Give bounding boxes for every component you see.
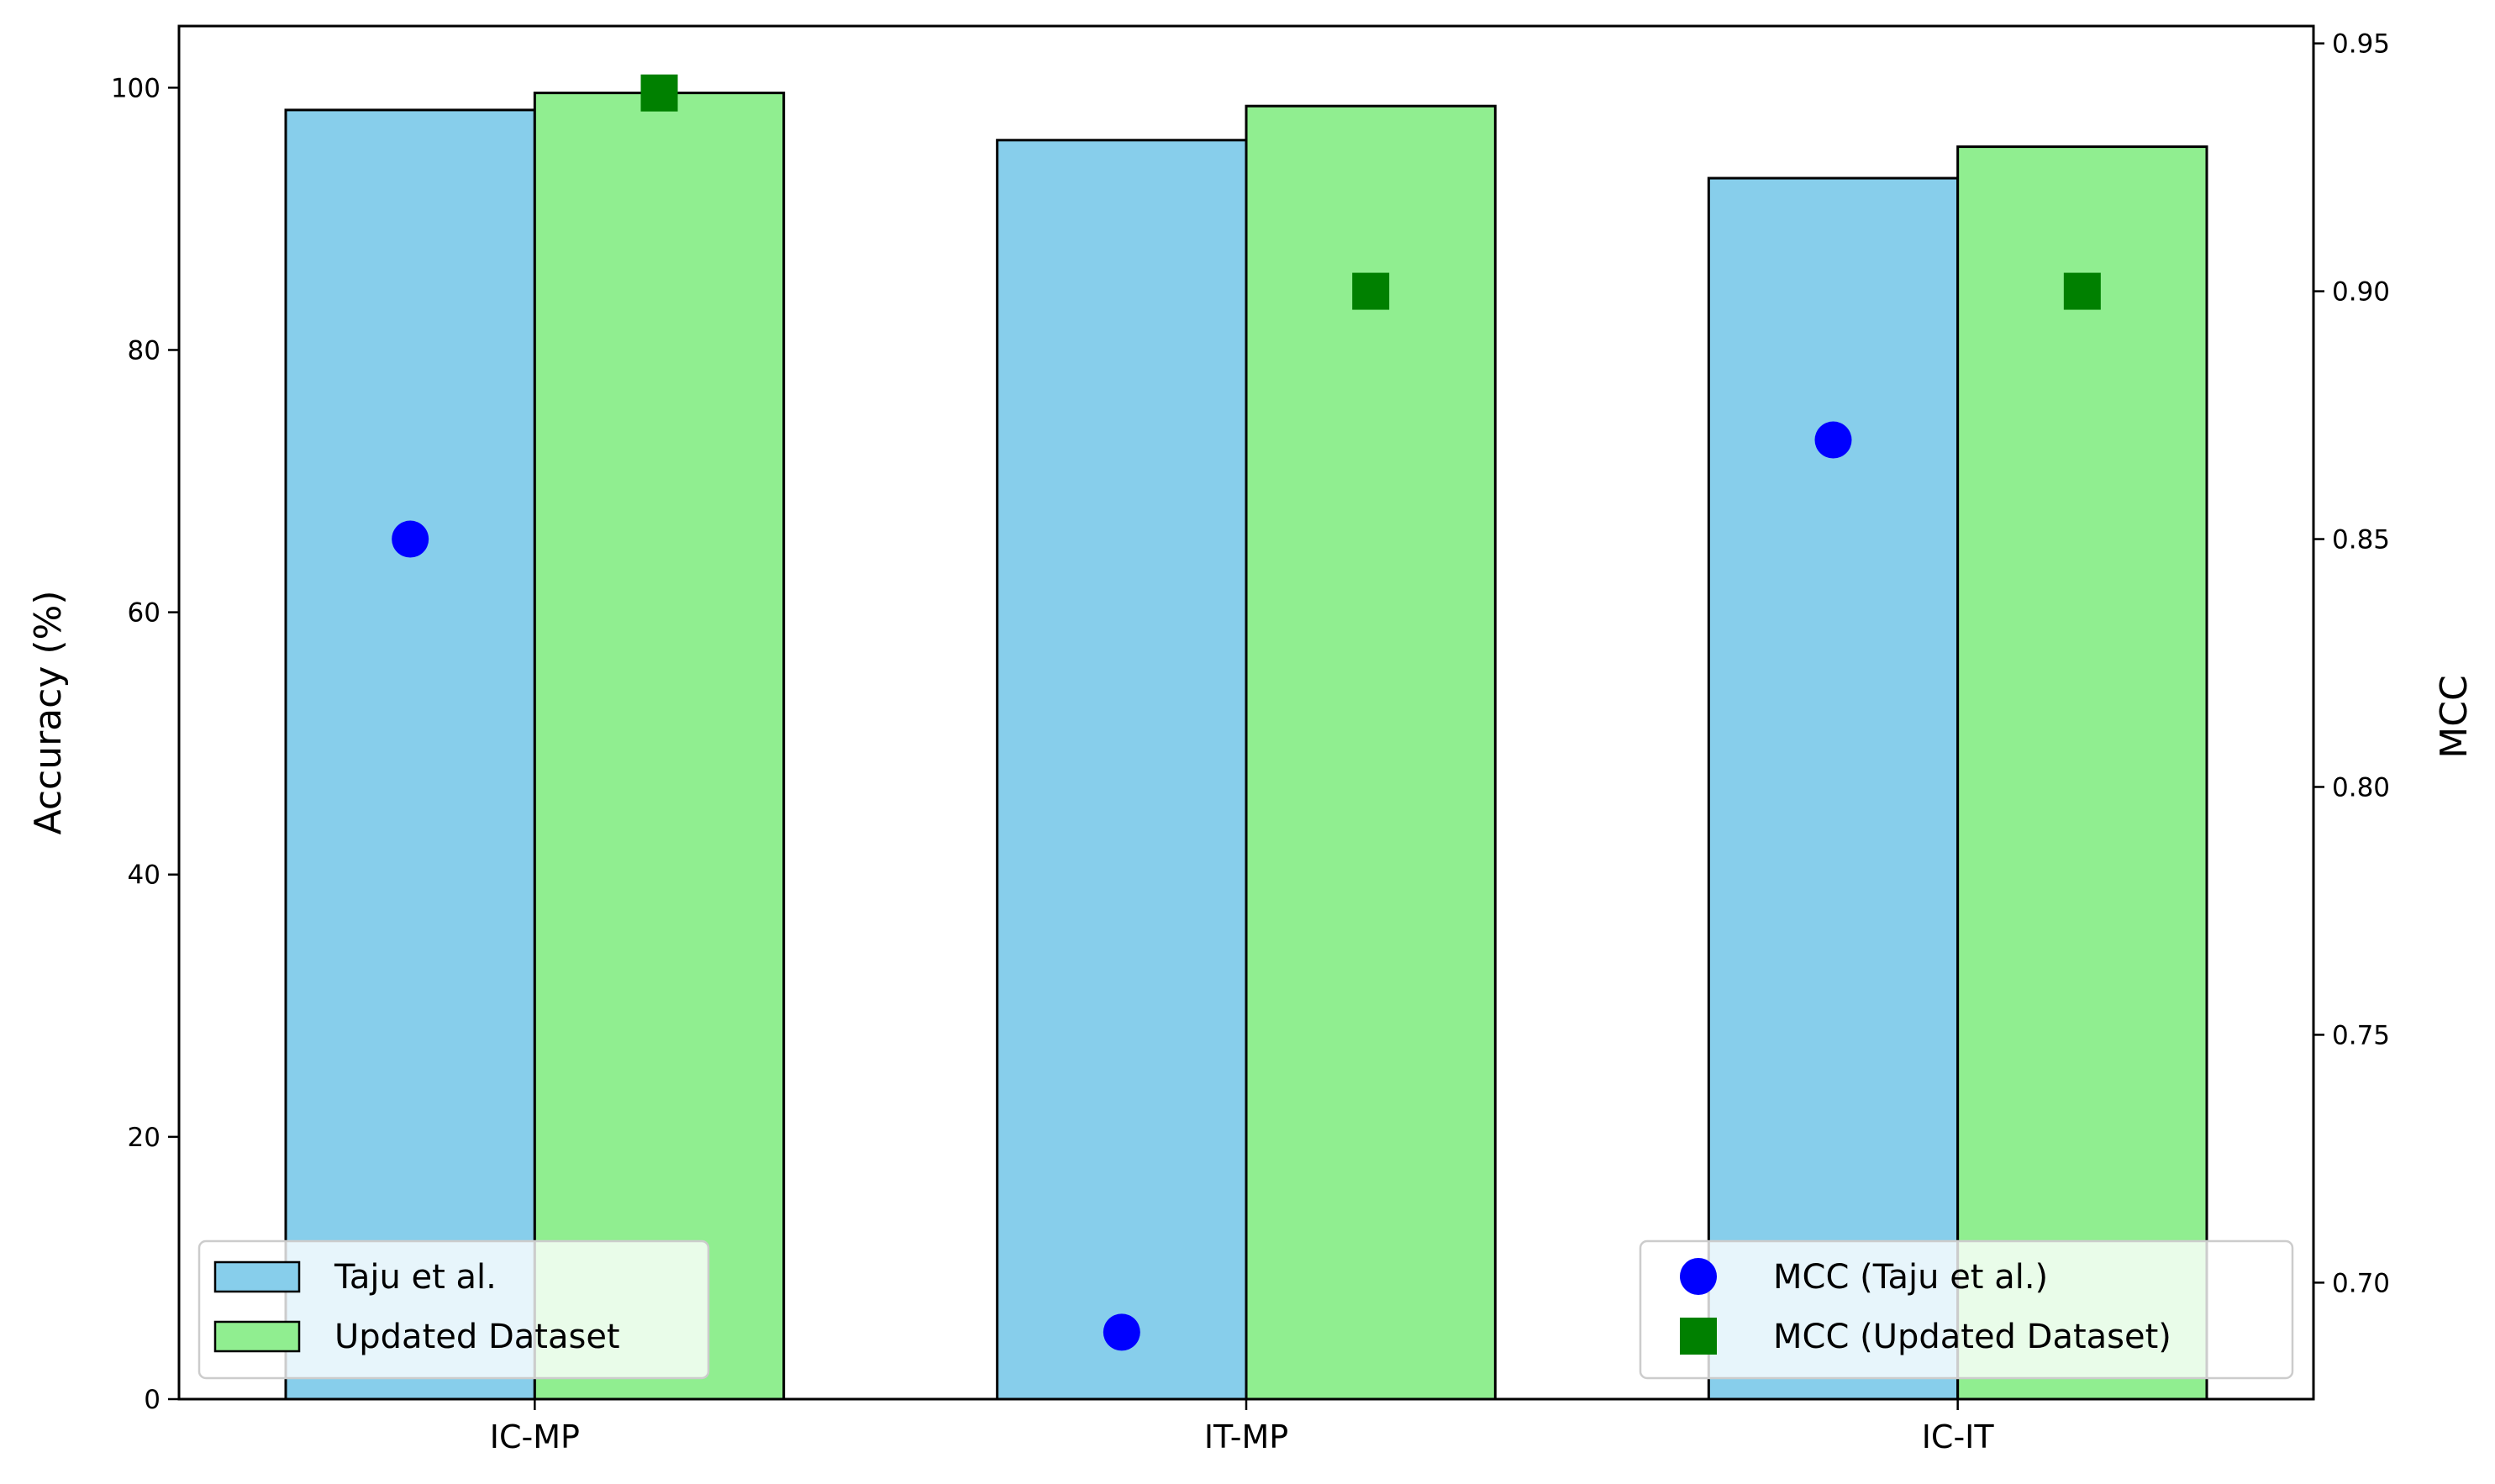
legend-frame bbox=[197, 1239, 710, 1380]
y-tick-label: 60 bbox=[128, 598, 161, 629]
legend-marker bbox=[1680, 1318, 1717, 1355]
y2-tick-label: 0.90 bbox=[2332, 277, 2390, 308]
y2-tick-label: 0.75 bbox=[2332, 1020, 2390, 1050]
y2-axis-title: MCC bbox=[2433, 675, 2476, 758]
y-tick-label: 80 bbox=[128, 335, 161, 366]
bar-updated-ic-it bbox=[1956, 145, 2208, 1401]
legend-markers: MCC (Taju et al.) MCC (Updated Dataset) bbox=[1639, 1239, 2294, 1380]
y2-tick-label: 0.95 bbox=[2332, 29, 2390, 60]
bar-taju-it-mp bbox=[996, 139, 1248, 1401]
markers-layer bbox=[392, 74, 2101, 1351]
y-axis-left: 0 20 40 60 80 100 bbox=[111, 73, 179, 1415]
legend-swatch bbox=[213, 1260, 301, 1293]
x-tick-label: IT-MP bbox=[1204, 1418, 1288, 1455]
legend-label: Updated Dataset bbox=[334, 1318, 620, 1356]
x-tick-label: IC-IT bbox=[1922, 1418, 1995, 1455]
y-axis-title: Accuracy (%) bbox=[27, 590, 70, 834]
marker-mcc-updated-ic-it bbox=[2063, 272, 2101, 310]
bar-updated-it-mp bbox=[1245, 104, 1497, 1401]
legend-swatch bbox=[213, 1320, 301, 1353]
legend-label: Taju et al. bbox=[334, 1258, 497, 1297]
y-tick-label: 0 bbox=[144, 1385, 161, 1415]
x-tick-label: IC-MP bbox=[490, 1418, 580, 1455]
bar-taju-ic-it bbox=[1707, 176, 1960, 1401]
y-axis-right: 0.70 0.75 0.80 0.85 0.90 0.95 bbox=[2313, 29, 2390, 1298]
legend-label: MCC (Updated Dataset) bbox=[1773, 1318, 2171, 1356]
y2-tick-label: 0.70 bbox=[2332, 1268, 2390, 1298]
legend-label: MCC (Taju et al.) bbox=[1773, 1258, 2048, 1297]
legend-marker bbox=[1680, 1258, 1717, 1295]
legend-frame bbox=[1639, 1239, 2294, 1380]
y2-tick-label: 0.80 bbox=[2332, 772, 2390, 803]
y2-tick-label: 0.85 bbox=[2332, 525, 2390, 555]
marker-mcc-taju-ic-it bbox=[1814, 421, 1852, 459]
marker-mcc-updated-ic-mp bbox=[640, 74, 678, 112]
marker-mcc-updated-it-mp bbox=[1352, 272, 1390, 310]
legend-bars: Taju et al. Updated Dataset bbox=[197, 1239, 710, 1380]
bar-updated-ic-mp bbox=[533, 92, 786, 1401]
y-tick-label: 20 bbox=[128, 1123, 161, 1153]
x-axis: IC-MP IT-MP IC-IT bbox=[490, 1399, 1995, 1455]
marker-mcc-taju-it-mp bbox=[1103, 1313, 1140, 1351]
y-tick-label: 40 bbox=[128, 860, 161, 891]
marker-mcc-taju-ic-mp bbox=[392, 520, 429, 558]
y-tick-label: 100 bbox=[111, 73, 161, 103]
bar-taju-ic-mp bbox=[284, 108, 536, 1401]
bars-layer bbox=[284, 92, 2208, 1401]
